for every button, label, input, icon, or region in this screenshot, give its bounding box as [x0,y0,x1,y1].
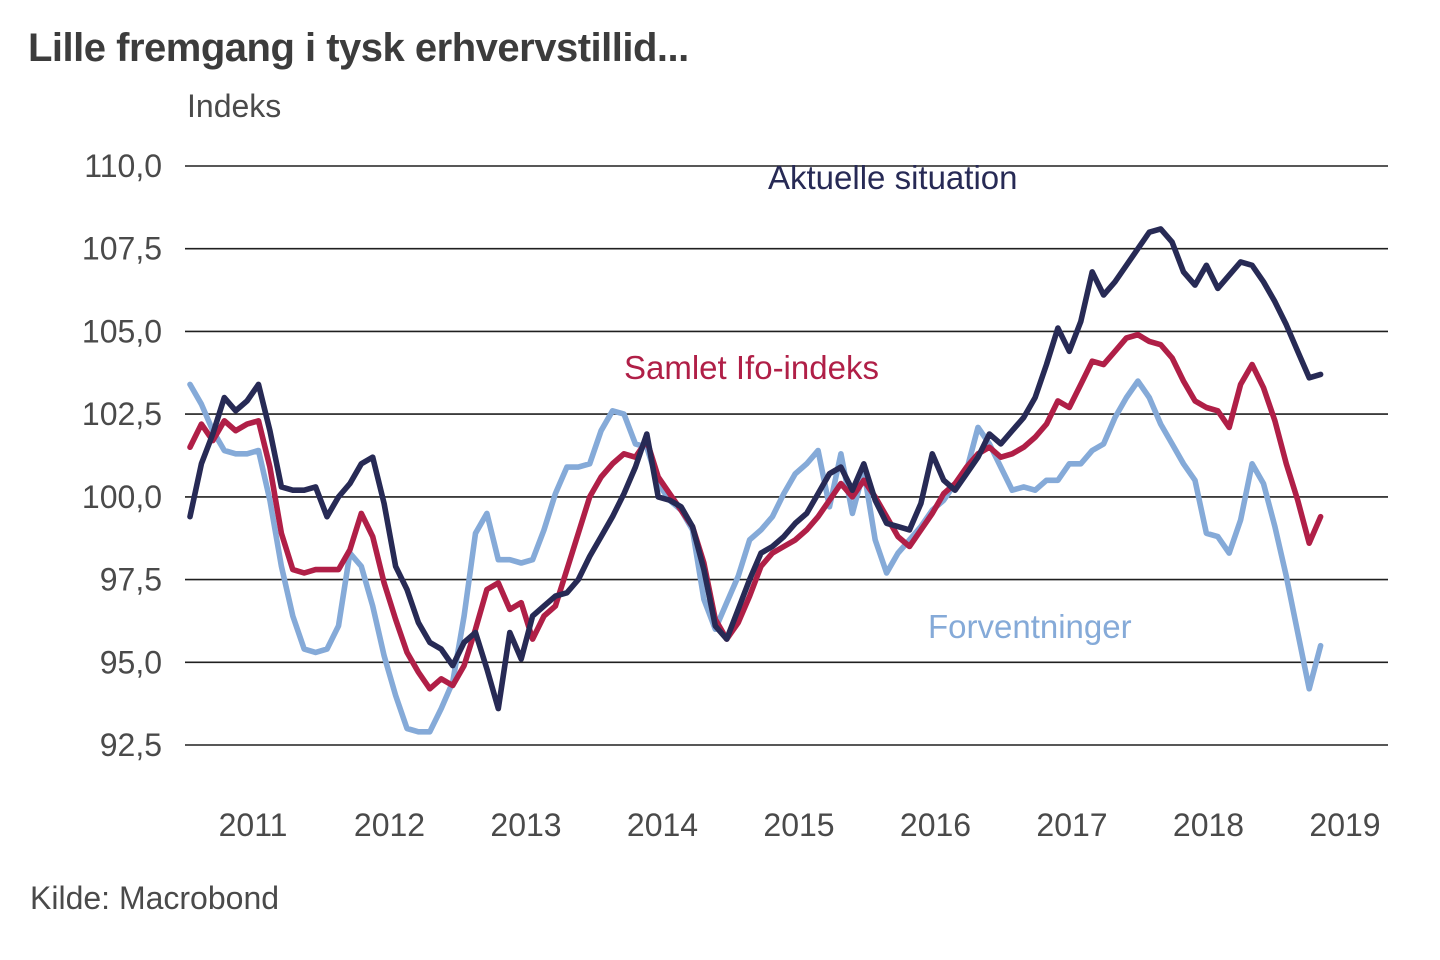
y-tick-label: 110,0 [84,148,162,184]
x-tick-label: 2014 [627,807,698,843]
x-tick-label: 2011 [219,807,288,843]
x-tick-label: 2019 [1309,807,1380,843]
y-tick-label: 92,5 [100,727,162,763]
series-line-aktuelle-situation [187,226,1324,712]
x-tick-label: 2018 [1173,807,1244,843]
y-tick-label: 95,0 [100,644,162,680]
chart-title: Lille fremgang i tysk erhvervstillid... [28,26,689,70]
series-line-samlet-ifo-indeks [187,331,1324,692]
series-label-aktuelle-situation: Aktuelle situation [768,159,1018,196]
y-tick-label: 97,5 [100,562,162,598]
series-label-forventninger: Forventninger [928,608,1132,645]
x-tick-label: 2015 [763,807,834,843]
x-tick-label: 2012 [354,807,425,843]
series-label-samlet-ifo-indeks: Samlet Ifo-indeks [624,349,879,386]
x-tick-label: 2016 [900,807,971,843]
y-tick-label: 100,0 [82,479,162,515]
y-tick-label: 105,0 [82,313,162,349]
source-note: Kilde: Macrobond [30,880,280,916]
y-tick-label: 102,5 [82,396,162,432]
series-line-forventninger [187,378,1324,735]
y-tick-label: 107,5 [82,231,162,267]
y-axis-title: Indeks [187,88,282,124]
x-tick-label: 2013 [490,807,561,843]
x-tick-label: 2017 [1036,807,1107,843]
